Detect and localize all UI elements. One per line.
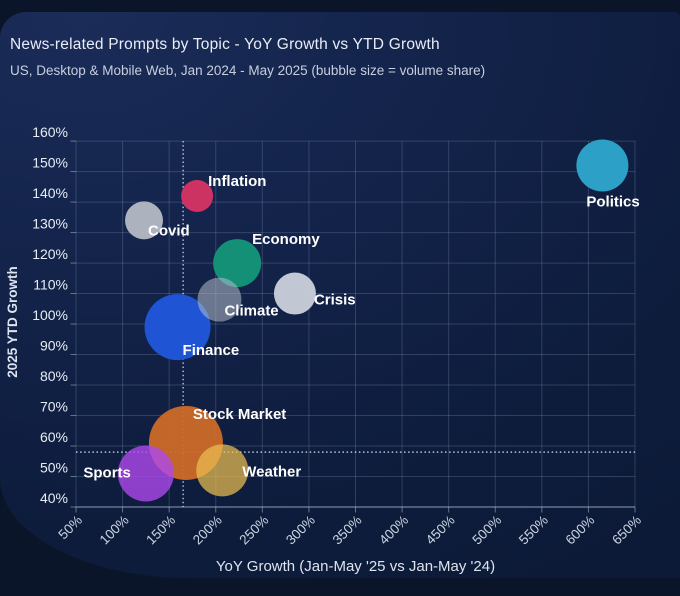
x-tick-label: 350% — [330, 513, 365, 548]
x-tick-label: 600% — [563, 513, 598, 548]
x-tick-label: 500% — [469, 513, 504, 548]
bubble-crisis[interactable] — [273, 272, 316, 315]
bubble-label-politics: Politics — [586, 193, 639, 210]
x-tick-label: 400% — [376, 513, 411, 548]
y-tick-label: 160% — [32, 124, 68, 140]
x-tick-label: 200% — [190, 513, 225, 548]
bubble-weather[interactable] — [196, 444, 249, 497]
bubble-label-weather: Weather — [242, 463, 301, 480]
y-axis-title: 2025 YTD Growth — [5, 266, 20, 378]
bubble-climate[interactable] — [197, 277, 242, 322]
bubble-label-stock-market: Stock Market — [193, 406, 286, 423]
x-tick-label: 250% — [236, 513, 271, 548]
x-tick-label: 50% — [55, 513, 85, 543]
bubble-covid[interactable] — [125, 201, 164, 240]
bubble-finance[interactable] — [144, 294, 211, 361]
bubble-economy[interactable] — [213, 239, 262, 288]
y-tick-label: 60% — [40, 429, 68, 445]
bubble-label-sports: Sports — [83, 464, 131, 481]
chart-title: News-related Prompts by Topic - YoY Grow… — [10, 36, 440, 53]
bubble-label-finance: Finance — [183, 342, 240, 359]
y-tick-label: 120% — [32, 246, 68, 262]
y-tick-label: 140% — [32, 185, 68, 201]
bubble-label-covid: Covid — [148, 222, 190, 239]
x-tick-label: 150% — [143, 513, 178, 548]
y-tick-label: 50% — [40, 460, 68, 476]
y-tick-label: 80% — [40, 368, 68, 384]
x-tick-label: 300% — [283, 513, 318, 548]
x-tick-label: 550% — [516, 513, 551, 548]
bubble-label-crisis: Crisis — [314, 292, 356, 309]
bubble-politics[interactable] — [576, 139, 629, 192]
x-axis-title: YoY Growth (Jan-May '25 vs Jan-May '24) — [216, 558, 495, 575]
y-tick-label: 40% — [40, 490, 68, 506]
bubble-sports[interactable] — [117, 445, 174, 502]
bubble-inflation[interactable] — [181, 179, 214, 212]
y-tick-label: 130% — [32, 216, 68, 232]
chart-subtitle: US, Desktop & Mobile Web, Jan 2024 - May… — [10, 63, 486, 78]
y-tick-label: 70% — [40, 399, 68, 415]
bubble-label-climate: Climate — [224, 303, 278, 320]
axis-ticks — [70, 140, 636, 513]
y-tick-label: 150% — [32, 155, 68, 171]
x-tick-label: 650% — [609, 513, 644, 548]
y-tick-label: 110% — [33, 277, 68, 293]
y-tick-label: 100% — [32, 307, 68, 323]
x-tick-label: 450% — [423, 513, 458, 548]
bubble-label-inflation: Inflation — [208, 173, 266, 190]
bubble-label-economy: Economy — [252, 231, 320, 248]
x-tick-label: 100% — [97, 513, 132, 548]
chart-card — [0, 12, 680, 578]
y-tick-label: 90% — [40, 338, 68, 354]
